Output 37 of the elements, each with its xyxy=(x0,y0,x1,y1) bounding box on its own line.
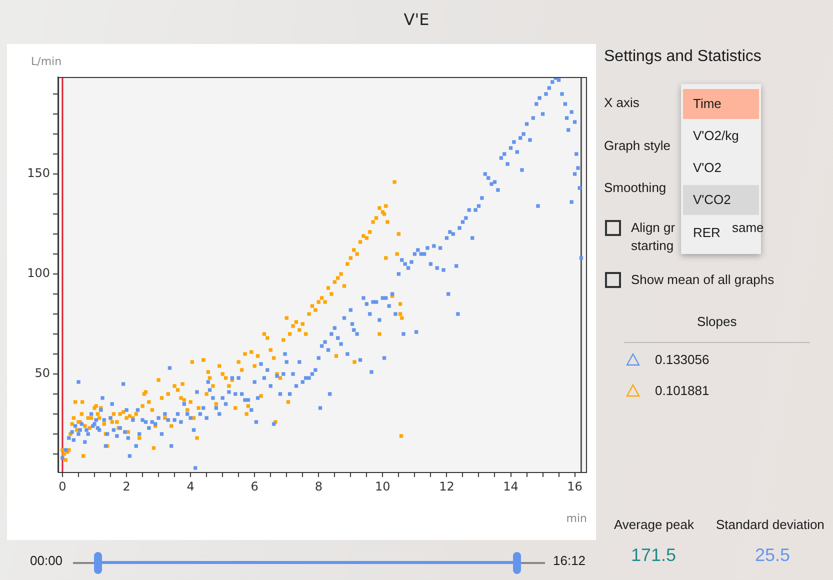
x-tick-label: 12 xyxy=(439,479,454,494)
x-tick-label: 4 xyxy=(186,479,194,494)
y-axis-title: L/min xyxy=(31,55,62,68)
text: Settings and Statistics xyxy=(604,48,762,66)
text: V'O2/kg xyxy=(693,128,739,143)
chart-title: V'E xyxy=(402,10,430,29)
x-tick-label: 16 xyxy=(567,479,582,494)
text: Align gr xyxy=(631,220,676,235)
x-tick-label: 0 xyxy=(58,479,66,494)
text: Smoothing xyxy=(604,180,666,195)
x-tick-label: 6 xyxy=(250,479,258,494)
text: 171.5 xyxy=(631,545,676,566)
text: Time xyxy=(693,96,722,111)
text: 16:12 xyxy=(553,553,586,568)
x-axis-title: min xyxy=(566,512,588,525)
text: RER xyxy=(693,225,720,240)
text: 25.5 xyxy=(755,545,790,566)
y-tick-label: 100 xyxy=(27,266,50,280)
text: Show mean of all graphs xyxy=(631,272,774,287)
text: same xyxy=(732,220,764,235)
text: Average peak xyxy=(614,517,694,532)
y-tick-label: 50 xyxy=(34,366,50,380)
text: X axis xyxy=(604,95,640,110)
text: Graph style xyxy=(604,138,670,153)
text: 00:00 xyxy=(30,553,63,568)
text: 0.101881 xyxy=(655,383,710,398)
text: 0.133056 xyxy=(655,352,710,367)
x-tick-label: 2 xyxy=(122,479,130,494)
text: V'O2 xyxy=(693,160,722,175)
x-tick-label: 14 xyxy=(503,479,518,494)
text: Slopes xyxy=(697,314,737,329)
text: V'CO2 xyxy=(693,192,731,207)
text: starting xyxy=(631,238,674,253)
y-tick-label: 150 xyxy=(27,166,50,180)
x-tick-label: 10 xyxy=(375,479,390,494)
x-tick-label: 8 xyxy=(314,479,322,494)
text: Standard deviation xyxy=(716,517,824,532)
